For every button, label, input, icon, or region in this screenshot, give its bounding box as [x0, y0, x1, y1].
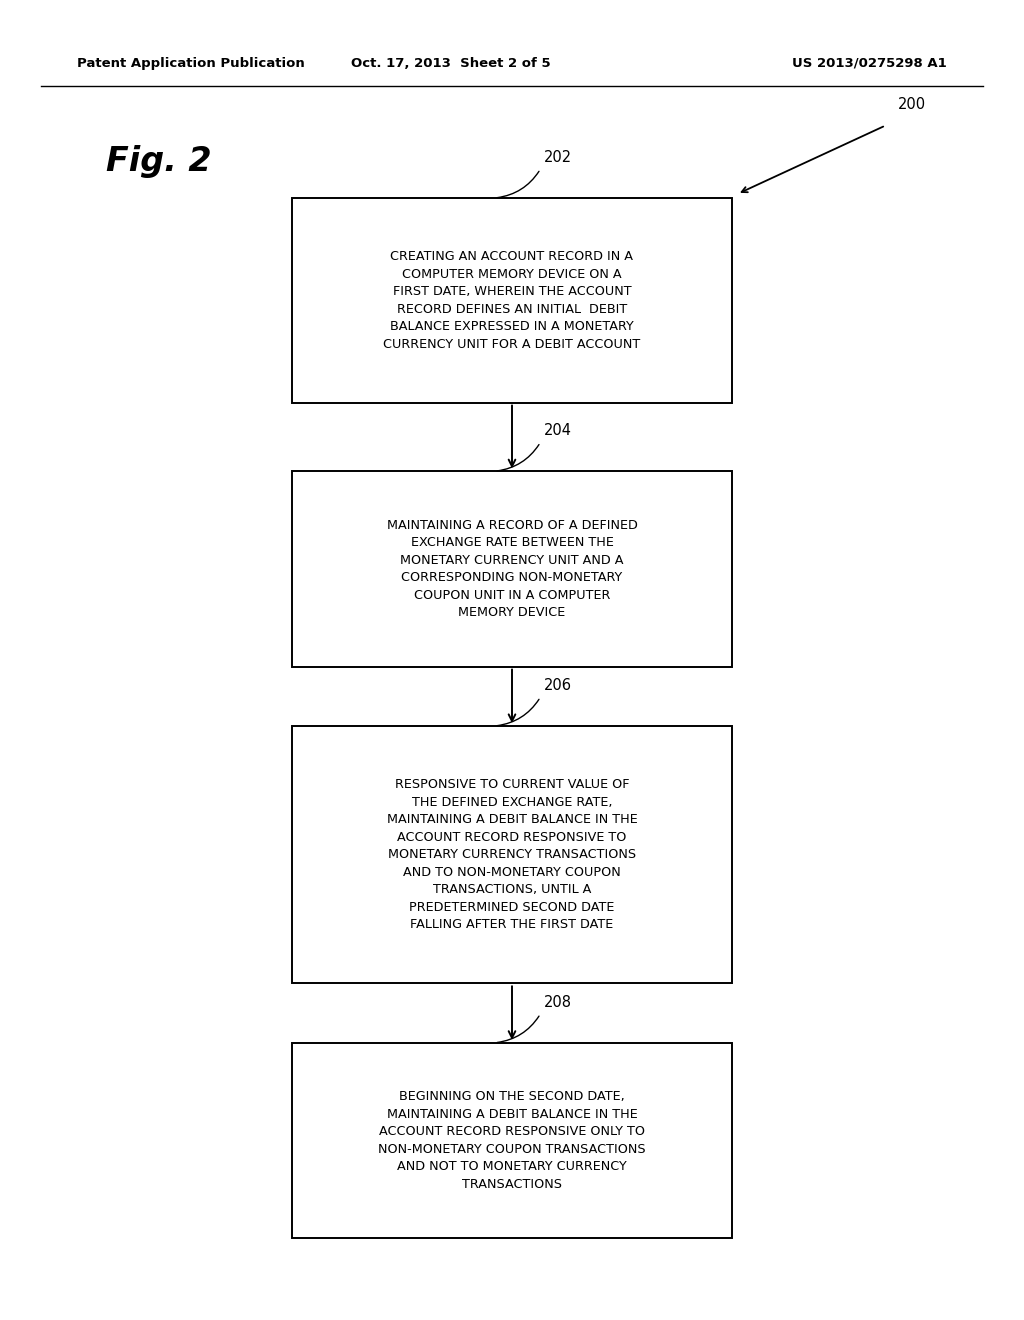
Text: MAINTAINING A RECORD OF A DEFINED
EXCHANGE RATE BETWEEN THE
MONETARY CURRENCY UN: MAINTAINING A RECORD OF A DEFINED EXCHAN…: [387, 519, 637, 619]
Text: Patent Application Publication: Patent Application Publication: [77, 57, 304, 70]
Text: 202: 202: [544, 150, 571, 165]
Text: 206: 206: [544, 678, 571, 693]
Text: US 2013/0275298 A1: US 2013/0275298 A1: [793, 57, 947, 70]
Text: 208: 208: [544, 995, 571, 1010]
Bar: [292, 471, 732, 667]
Text: BEGINNING ON THE SECOND DATE,
MAINTAINING A DEBIT BALANCE IN THE
ACCOUNT RECORD : BEGINNING ON THE SECOND DATE, MAINTAININ…: [378, 1090, 646, 1191]
Bar: [292, 198, 732, 403]
Text: Oct. 17, 2013  Sheet 2 of 5: Oct. 17, 2013 Sheet 2 of 5: [351, 57, 550, 70]
Text: 204: 204: [544, 424, 571, 438]
Text: 200: 200: [898, 98, 926, 112]
Bar: [292, 726, 732, 983]
Text: Fig. 2: Fig. 2: [105, 144, 212, 177]
Text: CREATING AN ACCOUNT RECORD IN A
COMPUTER MEMORY DEVICE ON A
FIRST DATE, WHEREIN : CREATING AN ACCOUNT RECORD IN A COMPUTER…: [383, 249, 641, 351]
Bar: [292, 1043, 732, 1238]
Text: RESPONSIVE TO CURRENT VALUE OF
THE DEFINED EXCHANGE RATE,
MAINTAINING A DEBIT BA: RESPONSIVE TO CURRENT VALUE OF THE DEFIN…: [387, 779, 637, 931]
